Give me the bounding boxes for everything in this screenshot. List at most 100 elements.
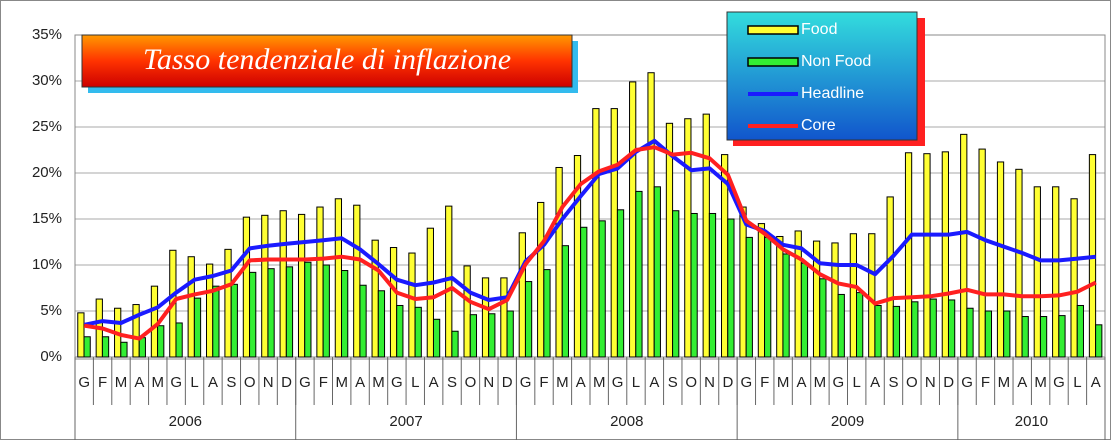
x-tick-label: A (134, 374, 144, 391)
bar (322, 264, 330, 358)
chart-title: Tasso tendenziale di inflazione (143, 43, 511, 76)
bar (978, 148, 986, 358)
bar (782, 253, 790, 358)
bar (610, 108, 618, 358)
bar (83, 336, 91, 358)
bar (911, 301, 919, 358)
x-tick-label: F (319, 374, 328, 391)
bar (757, 223, 766, 358)
x-tick-label: L (853, 374, 861, 391)
bar (267, 268, 275, 358)
bar (764, 236, 772, 358)
bar (598, 220, 606, 358)
bar (904, 152, 913, 358)
x-tick-label: A (649, 374, 659, 391)
bar (561, 245, 569, 358)
bar (837, 293, 845, 358)
x-group-label: 2007 (389, 413, 422, 430)
y-tick-label: 15% (32, 210, 62, 227)
bar (923, 153, 931, 358)
x-tick-label: M (1034, 374, 1047, 391)
bar (297, 213, 306, 358)
bar (874, 304, 882, 358)
bar (500, 277, 508, 358)
bar (212, 285, 220, 358)
x-tick-label: L (190, 374, 198, 391)
bar (739, 206, 747, 358)
title-box (81, 34, 573, 88)
bar (445, 205, 453, 358)
y-tick-label: 25% (32, 118, 62, 135)
x-tick-label: O (685, 374, 697, 391)
x-tick-label: D (943, 374, 954, 391)
bar (629, 81, 637, 358)
bar (242, 216, 251, 358)
bar (353, 204, 361, 358)
bar (665, 122, 674, 358)
bar (537, 201, 545, 358)
bar (1021, 316, 1029, 358)
bar (635, 190, 643, 358)
x-tick-label: G (832, 374, 844, 391)
bar (996, 161, 1005, 358)
x-group-label: 2010 (1015, 413, 1048, 430)
bar (708, 212, 717, 358)
bar (776, 235, 784, 358)
line (83, 138, 1097, 327)
x-tick-label: G (299, 374, 311, 391)
bar (193, 297, 202, 358)
x-tick-label: S (226, 374, 236, 391)
bar (481, 277, 490, 358)
bar (316, 206, 324, 358)
x-tick-label: G (520, 374, 532, 391)
x-tick-label: A (870, 374, 880, 391)
legend-label: Core (801, 117, 836, 134)
bar (831, 242, 839, 358)
bar (616, 209, 625, 358)
x-tick-label: D (502, 374, 513, 391)
x-tick-label: A (1017, 374, 1027, 391)
x-tick-label: L (411, 374, 419, 391)
bar (175, 322, 183, 358)
x-group-label: 2009 (831, 413, 864, 430)
x-tick-label: L (632, 374, 640, 391)
legend-label: Food (801, 21, 837, 38)
x-tick-label: A (1091, 374, 1101, 391)
bar (580, 226, 588, 358)
bar (653, 186, 661, 358)
x-tick-label: F (760, 374, 769, 391)
bar (1058, 315, 1066, 358)
x-tick-label: M (556, 374, 569, 391)
y-tick-label: 35% (32, 26, 62, 43)
bar (150, 285, 159, 358)
legend-label: Non Food (801, 53, 871, 70)
bar (518, 232, 526, 358)
bar (304, 261, 312, 358)
bar (702, 113, 710, 358)
x-tick-label: F (539, 374, 548, 391)
bar (187, 256, 195, 358)
y-tick-label: 10% (32, 256, 62, 273)
x-tick-label: S (888, 374, 898, 391)
bar (249, 271, 257, 358)
bar (1076, 304, 1084, 358)
bar (1052, 186, 1060, 358)
x-tick-label: G (391, 374, 403, 391)
x-tick-label: M (372, 374, 385, 391)
bar (868, 233, 876, 358)
x-tick-label: G (78, 374, 90, 391)
x-tick-label: A (429, 374, 439, 391)
x-tick-label: S (668, 374, 678, 391)
bar (389, 247, 398, 358)
bar (279, 210, 287, 358)
bar (77, 312, 85, 358)
bar (1070, 198, 1078, 358)
bar (359, 284, 367, 358)
bar (819, 278, 827, 358)
x-tick-label: A (355, 374, 365, 391)
x-group-label: 2008 (610, 413, 643, 430)
bar (506, 310, 514, 358)
bar (408, 252, 416, 358)
bar (377, 290, 386, 358)
